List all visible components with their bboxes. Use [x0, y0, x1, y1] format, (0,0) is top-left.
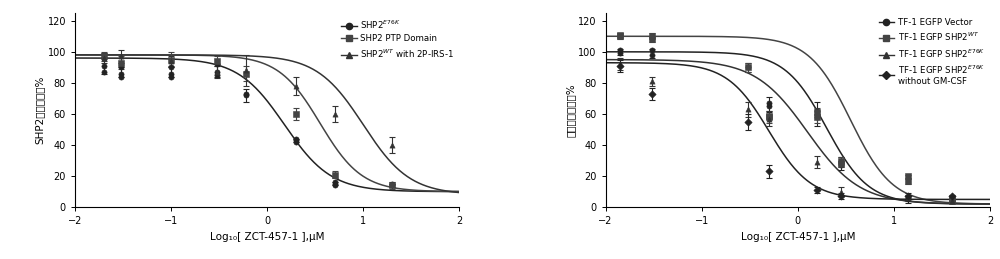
Point: [833, 159, 849, 163]
Point: [238, 92, 254, 96]
Point: [944, 197, 960, 202]
Point: [809, 160, 825, 164]
Point: [833, 190, 849, 194]
Point: [163, 75, 179, 79]
Point: [761, 101, 777, 105]
Point: [809, 188, 825, 192]
Point: [612, 64, 628, 68]
Point: [740, 65, 756, 69]
Point: [612, 51, 628, 55]
Point: [944, 197, 960, 202]
Point: [809, 115, 825, 119]
Point: [900, 179, 916, 183]
Point: [163, 65, 179, 69]
Point: [644, 53, 660, 57]
X-axis label: Log₁₀[ ZCT-457-1 ],μM: Log₁₀[ ZCT-457-1 ],μM: [210, 232, 324, 242]
Point: [761, 104, 777, 108]
Point: [644, 34, 660, 38]
Point: [288, 138, 304, 142]
Point: [761, 113, 777, 118]
Point: [900, 196, 916, 200]
Point: [327, 112, 343, 116]
Point: [238, 68, 254, 73]
Point: [944, 199, 960, 203]
Legend: TF-1 EGFP Vector, TF-1 EGFP SHP2$^{WT}$, TF-1 EGFP SHP2$^{E76K}$, TF-1 EGFP SHP2: TF-1 EGFP Vector, TF-1 EGFP SHP2$^{WT}$,…: [875, 15, 988, 90]
Point: [612, 34, 628, 38]
Point: [384, 143, 400, 147]
Point: [209, 70, 225, 74]
Point: [327, 183, 343, 188]
Point: [809, 110, 825, 114]
Point: [900, 196, 916, 200]
Y-axis label: 细胞活力百分比%: 细胞活力百分比%: [565, 83, 575, 137]
Point: [833, 163, 849, 167]
Point: [944, 199, 960, 203]
Point: [163, 71, 179, 76]
Point: [644, 92, 660, 96]
Point: [833, 194, 849, 198]
Point: [644, 48, 660, 52]
Point: [238, 93, 254, 97]
Point: [113, 75, 129, 79]
Point: [644, 37, 660, 41]
Point: [163, 59, 179, 63]
Point: [96, 64, 112, 68]
Point: [761, 115, 777, 119]
Legend: SHP2$^{E76K}$, SHP2 PTP Domain, SHP2$^{WT}$ with 2P-IRS-1: SHP2$^{E76K}$, SHP2 PTP Domain, SHP2$^{W…: [338, 15, 458, 63]
Point: [209, 59, 225, 63]
Point: [761, 169, 777, 174]
X-axis label: Log₁₀[ ZCT-457-1 ],μM: Log₁₀[ ZCT-457-1 ],μM: [741, 232, 855, 242]
Point: [96, 56, 112, 60]
Point: [238, 71, 254, 76]
Point: [809, 109, 825, 113]
Point: [96, 54, 112, 59]
Point: [209, 62, 225, 66]
Point: [612, 48, 628, 52]
Point: [288, 84, 304, 88]
Point: [612, 33, 628, 37]
Point: [113, 65, 129, 69]
Point: [612, 62, 628, 66]
Point: [900, 194, 916, 198]
Y-axis label: SHP2活性百分比%: SHP2活性百分比%: [35, 76, 45, 144]
Point: [944, 199, 960, 203]
Point: [288, 112, 304, 116]
Point: [740, 120, 756, 124]
Point: [209, 73, 225, 77]
Point: [288, 137, 304, 141]
Point: [384, 183, 400, 188]
Point: [900, 174, 916, 178]
Point: [944, 194, 960, 198]
Point: [327, 180, 343, 184]
Point: [327, 172, 343, 177]
Point: [209, 70, 225, 74]
Point: [113, 61, 129, 65]
Point: [96, 70, 112, 74]
Point: [761, 117, 777, 121]
Point: [384, 183, 400, 188]
Point: [113, 71, 129, 76]
Point: [96, 56, 112, 60]
Point: [113, 54, 129, 59]
Point: [740, 65, 756, 69]
Point: [833, 162, 849, 166]
Point: [327, 182, 343, 186]
Point: [809, 115, 825, 119]
Point: [833, 159, 849, 163]
Point: [288, 140, 304, 144]
Point: [740, 107, 756, 111]
Point: [384, 182, 400, 186]
Point: [644, 79, 660, 83]
Point: [163, 57, 179, 62]
Point: [900, 197, 916, 202]
